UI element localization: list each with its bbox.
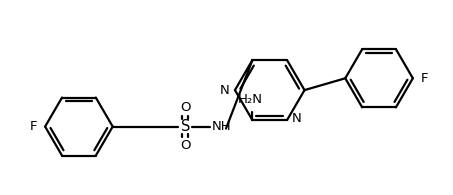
Text: F: F — [421, 72, 428, 85]
Text: O: O — [180, 139, 191, 152]
Text: H₂N: H₂N — [238, 93, 263, 106]
Text: F: F — [29, 120, 37, 133]
Text: N: N — [220, 84, 230, 97]
Text: S: S — [181, 119, 190, 134]
Text: O: O — [180, 101, 191, 114]
Text: N: N — [292, 112, 302, 125]
Text: NH: NH — [212, 120, 232, 133]
